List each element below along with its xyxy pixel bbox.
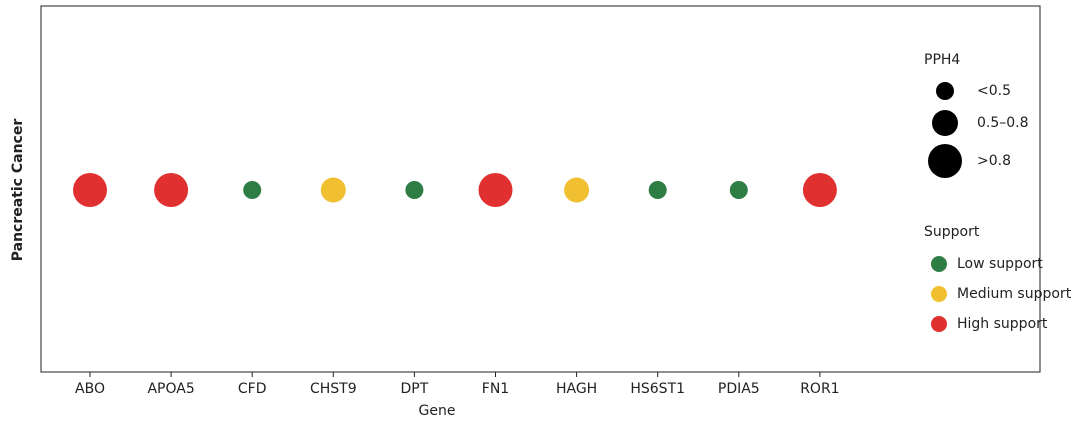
dot — [243, 181, 262, 199]
dot — [478, 173, 513, 207]
dot — [405, 181, 424, 199]
x-tick-label: HS6ST1 — [630, 381, 685, 397]
dot — [564, 177, 590, 203]
dot — [729, 181, 748, 199]
size-legend-label: 0.5–0.8 — [977, 115, 1029, 131]
x-tick-label: PDIA5 — [718, 381, 760, 397]
x-tick-label: CHST9 — [310, 381, 357, 397]
x-tick-label: ROR1 — [800, 381, 839, 397]
dot — [648, 181, 667, 199]
size-legend-key — [928, 144, 962, 178]
size-legend-label: <0.5 — [977, 83, 1011, 99]
x-tick-label: APOA5 — [147, 381, 194, 397]
size-legend-title: PPH4 — [924, 52, 960, 68]
size-legend-label: >0.8 — [977, 153, 1011, 169]
x-tick-label: HAGH — [556, 381, 597, 397]
color-legend-label: Medium support — [957, 286, 1072, 302]
dot — [320, 177, 346, 203]
dot — [154, 173, 189, 207]
color-legend-label: High support — [957, 316, 1048, 332]
x-tick-label: FN1 — [482, 381, 509, 397]
x-tick-label: CFD — [238, 381, 267, 397]
x-tick-label: DPT — [401, 381, 429, 397]
color-legend-key — [931, 286, 947, 302]
x-tick-label: ABO — [75, 381, 105, 397]
plot-frame — [40, 5, 1041, 373]
size-legend-key — [932, 110, 958, 136]
color-legend-key — [931, 316, 947, 332]
y-axis-label: Pancreatic Cancer — [10, 119, 26, 262]
color-legend-title: Support — [924, 224, 980, 240]
color-legend-label: Low support — [957, 256, 1043, 272]
dot — [802, 173, 837, 207]
dot — [73, 173, 107, 207]
x-axis-label: Gene — [419, 403, 456, 419]
color-legend-key — [931, 256, 947, 272]
size-legend-key — [936, 82, 954, 100]
